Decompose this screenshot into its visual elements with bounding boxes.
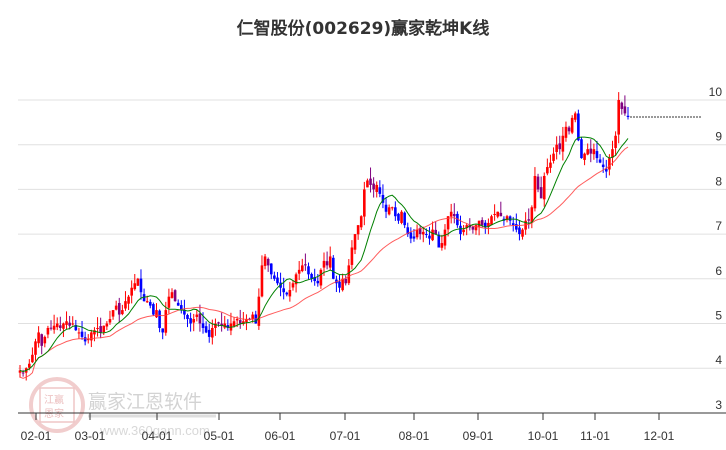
ma-long-line [19, 146, 629, 379]
y-tick-label: 8 [715, 174, 722, 188]
y-tick-label: 6 [715, 264, 722, 278]
y-tick-label: 4 [715, 353, 722, 367]
gridlines [18, 99, 726, 369]
x-tick-label: 05-01 [204, 429, 235, 443]
x-tick-label: 06-01 [265, 429, 296, 443]
watermark: 江赢 恩家 赢家江恩软件 www.360gann.com [29, 377, 216, 438]
x-tick-label: 07-01 [330, 429, 361, 443]
y-tick-label: 7 [715, 219, 722, 233]
x-tick-label: 02-01 [21, 429, 52, 443]
x-tick-label: 10-01 [528, 429, 559, 443]
x-tick-label: 08-01 [399, 429, 430, 443]
candlesticks [18, 92, 630, 381]
watermark-logo-icon [29, 377, 85, 433]
watermark-url: www.360gann.com [99, 423, 210, 438]
x-tick-label: 12-01 [644, 429, 675, 443]
y-tick-label: 3 [715, 398, 722, 412]
x-tick-label: 03-01 [75, 429, 106, 443]
y-tick-label: 5 [715, 309, 722, 323]
y-tick-label: 9 [715, 130, 722, 144]
x-axis-ticks: 02-01 03-01 04-01 05-01 06-01 07-01 08-01 09-01… [21, 413, 675, 443]
y-tick-label: 10 [709, 85, 723, 99]
y-axis-labels: 3 4 5 6 7 8 9 10 [709, 85, 723, 412]
watermark-logo-top: 江赢 [44, 393, 64, 406]
ma-short-line [19, 136, 629, 373]
x-tick-label: 09-01 [463, 429, 494, 443]
watermark-brand: 赢家江恩软件 [88, 391, 202, 413]
x-tick-label: 11-01 [580, 429, 610, 443]
x-tick-label: 04-01 [142, 429, 173, 443]
chart-title: 仁智股份(002629)赢家乾坤K线 [236, 19, 490, 39]
